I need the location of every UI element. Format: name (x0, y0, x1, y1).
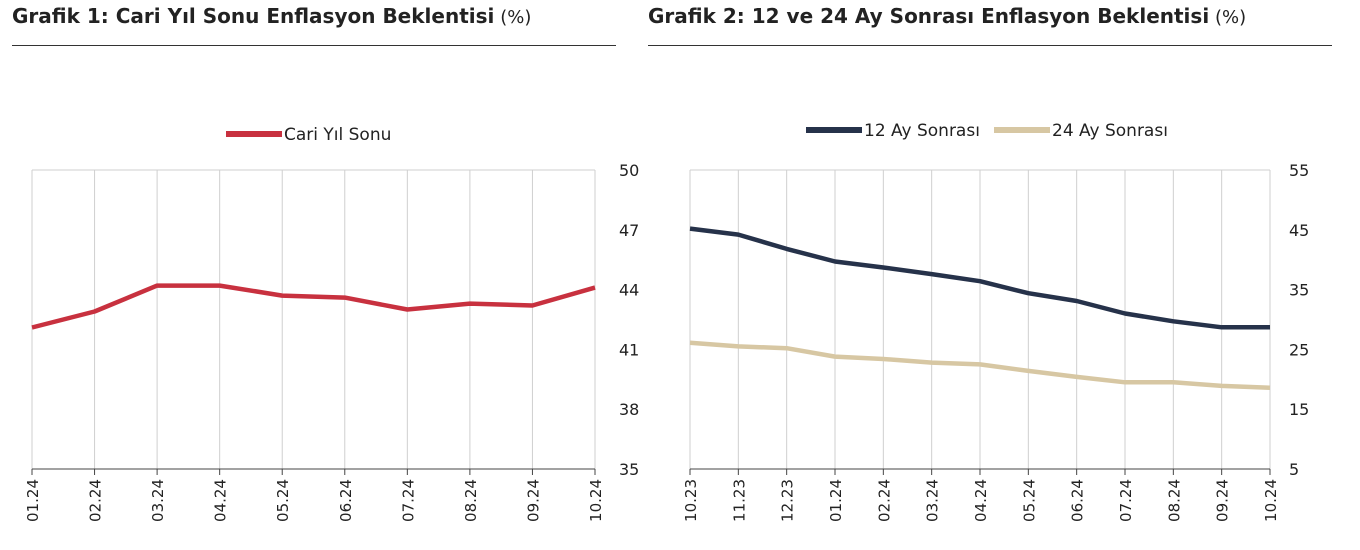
chart-2-x-tick-label: 01.24 (827, 479, 845, 522)
chart-2-title-unit: (%) (1215, 7, 1247, 28)
chart-1-x-tick-label: 04.24 (212, 479, 230, 522)
chart-2-title-text: Grafik 2: 12 ve 24 Ay Sonrası Enflasyon … (648, 4, 1210, 28)
chart-1-y-tick-label: 35 (619, 460, 639, 479)
chart-1-title-rule (12, 45, 616, 46)
chart-2-x-tick-label: 02.24 (875, 479, 893, 522)
chart-1-x-tick-label: 07.24 (399, 479, 417, 522)
chart-2-x-tick-label: 05.24 (1020, 479, 1038, 522)
chart-2-y-tick-label: 55 (1289, 161, 1309, 180)
chart-1-y-tick-label: 44 (619, 281, 639, 300)
chart-2-title-rule (648, 45, 1332, 46)
chart-1-legend-label-1: Cari Yıl Sonu (284, 125, 391, 145)
chart-1-x-tick-label: 10.24 (587, 479, 605, 522)
chart-2-series-line-1 (689, 226, 1270, 330)
chart-1-x-tick-label: 03.24 (149, 479, 167, 522)
chart-2-y-tick-label: 15 (1289, 400, 1309, 419)
chart-1-x-tick-label: 06.24 (337, 479, 355, 522)
chart-1-y-tick-label: 41 (619, 340, 639, 359)
chart-1-y-tick-label: 47 (619, 221, 639, 240)
chart-2-y-tick-label: 35 (1289, 281, 1309, 300)
chart-2-legend-label-1: 12 Ay Sonrası (864, 121, 980, 141)
chart-1-x-tick-label: 01.24 (24, 479, 42, 522)
chart-1-y-tick-label: 38 (619, 400, 639, 419)
chart-2-x-tick-label: 11.23 (730, 479, 748, 522)
chart-1-y-tick-label: 50 (619, 161, 639, 180)
chart-2-y-tick-label: 5 (1289, 460, 1299, 479)
chart-2-x-tick-label: 08.24 (1165, 479, 1183, 522)
chart-1-x-tick-label: 02.24 (87, 479, 105, 522)
chart-2-x-tick-label: 07.24 (1117, 479, 1135, 522)
chart-1-title: Grafik 1: Cari Yıl Sonu Enflasyon Beklen… (12, 4, 531, 29)
chart-1-series-line-1 (31, 283, 596, 330)
chart-2-x-tick-label: 09.24 (1214, 479, 1232, 522)
chart-2-y-tick-label: 25 (1289, 340, 1309, 359)
chart-2-x-tick-label: 10.24 (1262, 479, 1280, 522)
chart-2-legend-label-2: 24 Ay Sonrası (1052, 121, 1168, 141)
chart-2-x-tick-label: 06.24 (1069, 479, 1087, 522)
chart-1-title-text: Grafik 1: Cari Yıl Sonu Enflasyon Beklen… (12, 4, 495, 28)
chart-1-title-unit: (%) (500, 7, 532, 28)
chart-2-y-tick-label: 45 (1289, 221, 1309, 240)
chart-2-x-tick-label: 03.24 (924, 479, 942, 522)
chart-2-title: Grafik 2: 12 ve 24 Ay Sonrası Enflasyon … (648, 4, 1246, 29)
chart-1-x-tick-label: 09.24 (524, 479, 542, 522)
chart-2-x-tick-label: 12.23 (779, 479, 797, 522)
chart-1-x-tick-label: 05.24 (274, 479, 292, 522)
chart-2-x-tick-label: 04.24 (972, 479, 990, 522)
chart-2-x-tick-label: 10.23 (682, 479, 700, 522)
chart-1-x-tick-label: 08.24 (462, 479, 480, 522)
chart-2-series-line-2 (689, 340, 1271, 390)
